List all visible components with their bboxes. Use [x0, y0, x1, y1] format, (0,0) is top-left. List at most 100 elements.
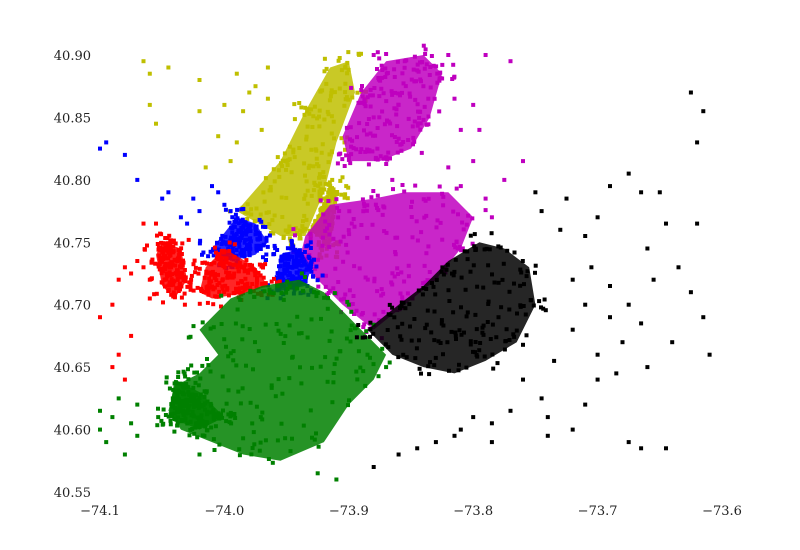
data-point [282, 267, 287, 272]
data-point [304, 267, 309, 272]
data-point [233, 217, 238, 222]
data-point [471, 263, 476, 268]
data-point [512, 334, 517, 339]
x-tick-label: −73.6 [702, 504, 742, 519]
data-point [313, 147, 318, 152]
data-point [543, 308, 548, 313]
data-point [356, 100, 361, 105]
data-point [204, 428, 209, 433]
data-point [312, 180, 317, 185]
data-point [515, 311, 519, 316]
data-point [411, 142, 415, 147]
data-point [307, 256, 312, 261]
data-point [363, 104, 368, 109]
data-point [490, 272, 494, 277]
data-point [174, 286, 179, 291]
data-point [98, 427, 102, 432]
data-point [385, 71, 390, 75]
data-point [263, 322, 268, 327]
data-point [240, 337, 245, 342]
data-point [451, 209, 456, 214]
data-point [183, 374, 188, 379]
data-point [302, 213, 307, 218]
data-point [198, 238, 203, 243]
data-point [233, 416, 238, 420]
data-point [303, 105, 308, 110]
data-point [381, 91, 386, 96]
data-point [162, 277, 167, 282]
data-point [364, 329, 369, 334]
data-point [284, 290, 289, 295]
data-point [237, 244, 242, 249]
data-point [452, 74, 457, 79]
data-point [251, 367, 255, 372]
data-point [320, 206, 325, 210]
data-point [189, 277, 194, 282]
data-point [352, 264, 357, 269]
data-point [287, 157, 292, 162]
data-point [269, 231, 273, 235]
data-point [166, 256, 171, 261]
data-point [377, 94, 382, 99]
data-point [424, 122, 429, 127]
data-point [521, 377, 525, 382]
data-point [234, 363, 239, 368]
data-point [191, 288, 196, 293]
data-point [457, 362, 461, 367]
data-point [343, 97, 348, 102]
data-point [296, 262, 301, 267]
data-point [296, 249, 301, 254]
data-point [257, 245, 262, 250]
data-point [349, 152, 354, 157]
data-point [325, 226, 329, 231]
data-point [237, 453, 242, 458]
data-point [456, 212, 460, 217]
data-point [419, 150, 424, 155]
data-point [252, 219, 257, 224]
data-point [257, 448, 262, 453]
data-point [228, 209, 233, 214]
data-point [496, 280, 501, 285]
data-point [645, 246, 650, 251]
data-point [254, 404, 259, 409]
data-point [347, 153, 351, 158]
data-point [418, 60, 422, 65]
data-point [452, 96, 457, 101]
data-point [438, 220, 443, 225]
data-point [608, 184, 612, 189]
data-point [219, 236, 224, 241]
data-point [297, 101, 302, 105]
data-point [252, 442, 257, 447]
data-point [639, 321, 644, 326]
data-point [154, 291, 159, 296]
data-point [220, 374, 225, 379]
data-point [197, 209, 202, 214]
data-point [245, 281, 250, 286]
data-point [289, 246, 294, 251]
data-point [235, 307, 240, 312]
data-point [451, 62, 456, 67]
data-point [197, 109, 202, 114]
data-point [368, 320, 373, 325]
data-point [422, 66, 427, 71]
data-point [423, 52, 428, 56]
data-point [298, 365, 302, 370]
data-point [159, 418, 164, 423]
data-point [164, 380, 169, 385]
data-point [308, 240, 313, 245]
data-point [208, 249, 213, 254]
data-point [247, 90, 252, 95]
data-point [188, 287, 193, 292]
data-point [645, 365, 650, 370]
data-point [413, 356, 418, 361]
data-point [393, 252, 398, 257]
data-point [521, 342, 525, 347]
data-point [297, 146, 302, 150]
data-point [395, 59, 400, 64]
data-point [205, 409, 210, 414]
data-point [339, 136, 344, 141]
data-point [254, 284, 259, 289]
data-point [329, 114, 334, 119]
data-point [270, 218, 275, 223]
data-point [175, 268, 179, 273]
